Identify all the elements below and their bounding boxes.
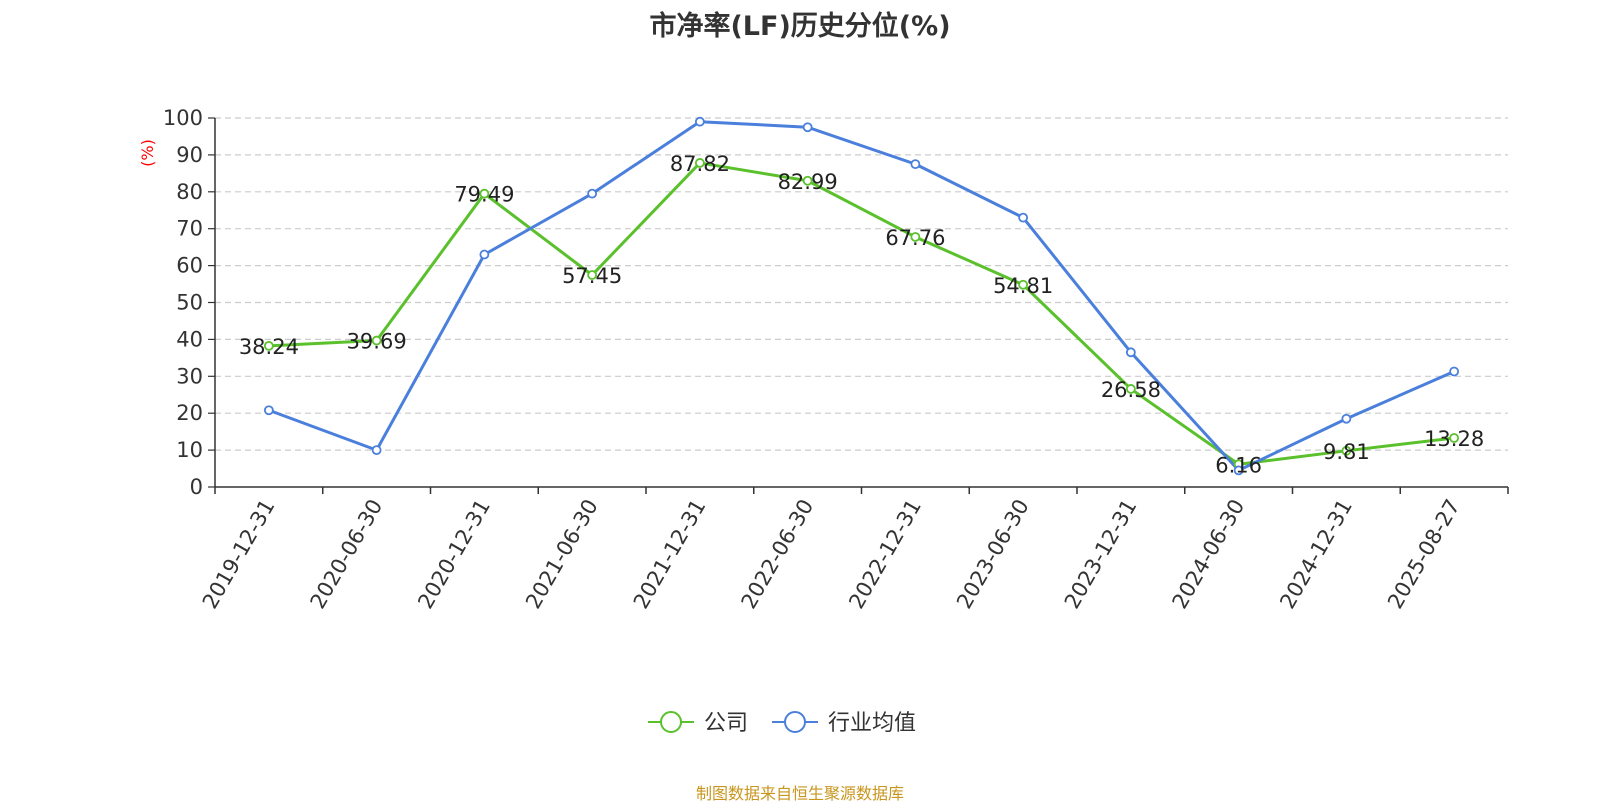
series-0-point: [587, 270, 598, 280]
series-1-point: [802, 122, 813, 133]
series-1-point: [1233, 465, 1244, 476]
y-axis-unit-label: (%): [138, 139, 157, 167]
data-label: 57.45: [562, 264, 622, 288]
series-1-point: [1018, 212, 1029, 223]
x-tick-label: 2020-12-31: [413, 495, 495, 613]
y-tick-label: 40: [176, 327, 203, 351]
series-1-point: [1125, 347, 1136, 358]
y-tick-label: 80: [176, 180, 203, 204]
data-points: [263, 116, 1460, 476]
data-label: 6.16: [1215, 453, 1262, 477]
series-1-point: [371, 445, 382, 456]
x-tick-label: 2023-06-30: [952, 495, 1034, 613]
series-1-point: [587, 188, 598, 199]
x-tick-label: 2021-12-31: [629, 495, 711, 613]
series-1-point: [263, 405, 274, 416]
y-tick-label: 50: [176, 291, 203, 315]
data-label: 9.81: [1323, 440, 1370, 464]
data-label: 67.76: [885, 226, 945, 250]
series-1-point: [1449, 366, 1460, 377]
data-label: 82.99: [778, 170, 838, 194]
legend: 公司 行业均值: [648, 711, 916, 736]
data-label: 38.24: [239, 335, 299, 359]
series-0-point: [371, 335, 382, 346]
y-tick-label: 30: [176, 364, 203, 388]
x-tick-label: 2022-06-30: [737, 495, 819, 613]
x-tick-label: 2025-08-27: [1383, 495, 1465, 613]
y-tick-label: 60: [176, 254, 203, 278]
series-line-1: [268, 120, 1455, 472]
legend-label-0: 公司: [704, 711, 748, 736]
data-source-note: 制图数据来自恒生聚源数据库: [695, 784, 904, 803]
y-tick-label: 10: [176, 438, 203, 462]
series-0-point: [1341, 445, 1352, 456]
x-tick-label: 2024-12-31: [1275, 495, 1357, 613]
y-tick-label: 100: [163, 106, 203, 130]
legend-marker-0: [660, 711, 682, 733]
x-tick-label: 2021-06-30: [521, 495, 603, 613]
data-label: 79.49: [454, 183, 514, 207]
chart-title: 市净率(LF)历史分位(%): [649, 11, 951, 42]
data-label: 39.69: [347, 330, 407, 354]
series-1-point: [479, 249, 490, 260]
y-tick-label: 70: [176, 217, 203, 241]
series-1-point: [1341, 413, 1352, 424]
series-0-point: [479, 188, 490, 199]
series-0-point: [1449, 433, 1460, 443]
series-0-point: [1018, 279, 1029, 290]
x-tick-label: 2022-12-31: [844, 495, 926, 613]
x-tick-label: 2020-06-30: [306, 495, 388, 613]
data-label: 13.28: [1424, 427, 1484, 451]
y-tick-label: 0: [190, 475, 203, 499]
series-1-point: [910, 159, 921, 170]
series-lines: [268, 120, 1455, 472]
data-label: 54.81: [993, 274, 1053, 298]
series-0-point: [1125, 384, 1136, 394]
series-0-point: [802, 175, 813, 186]
data-labels: 38.24 39.69 79.49 57.45 87.82 82.99 67.76 54.81…: [239, 152, 1484, 477]
data-label: 26.58: [1101, 378, 1161, 402]
series-0-point: [263, 340, 274, 351]
legend-marker-1: [784, 711, 806, 733]
legend-label-1: 行业均值: [828, 711, 916, 736]
series-0-point: [910, 232, 921, 242]
y-tick-label: 90: [176, 143, 203, 167]
y-tick-label: 20: [176, 401, 203, 425]
data-label: 87.82: [670, 152, 730, 176]
series-line-0: [268, 161, 1455, 466]
grid-lines: [215, 117, 1508, 451]
x-tick-label: 2024-06-30: [1168, 495, 1250, 613]
x-tick-label: 2019-12-31: [198, 495, 280, 613]
series-0-point: [694, 158, 705, 168]
series-1-point: [694, 116, 705, 127]
x-tick-label: 2023-12-31: [1060, 495, 1142, 613]
